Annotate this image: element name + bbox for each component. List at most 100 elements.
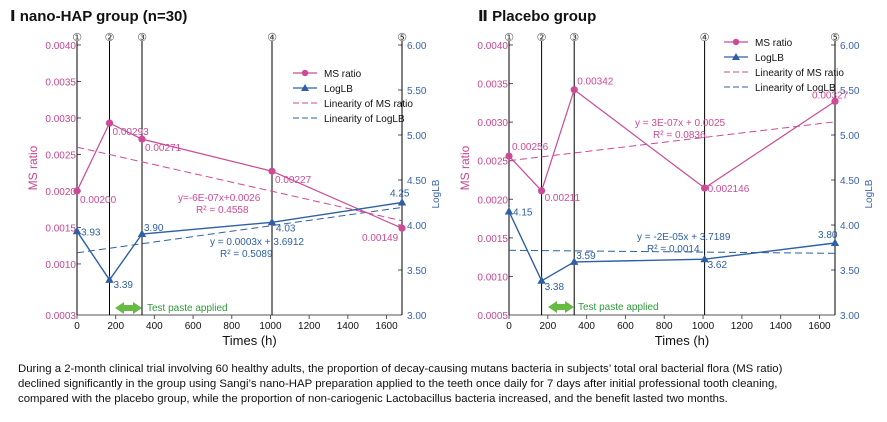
y-tick-label: 0.0015 xyxy=(45,223,76,234)
y-axis-title: MS ratio xyxy=(26,145,40,190)
ms-ratio-point xyxy=(570,86,578,94)
ms-ratio-point xyxy=(73,187,81,195)
timepoint-marker: ② xyxy=(105,32,115,44)
legend-marker-ms xyxy=(301,69,309,77)
caption-line-1: During a 2-month clinical trial involvin… xyxy=(18,363,783,375)
y2-tick-label: 4.00 xyxy=(840,221,860,232)
loglb-point xyxy=(137,229,147,237)
ms-trendline xyxy=(76,146,403,222)
y-tick-label: 0.0003 xyxy=(45,311,76,322)
ms-ratio-label: 0.002146 xyxy=(708,184,750,195)
y2-tick-label: 3.00 xyxy=(840,311,860,322)
chart-panel-1: Ⅰ nano-HAP group (n=30) 0.0003 0.0010 0.001… xyxy=(10,8,442,348)
y-axis-title: MS ratio xyxy=(458,145,472,190)
y-tick-label: 0.0030 xyxy=(45,114,76,125)
loglb-label: 3.93 xyxy=(81,227,101,238)
ms-ratio-point xyxy=(538,187,546,195)
y-tick-label: 0.0025 xyxy=(45,150,76,161)
loglb-label: 3.38 xyxy=(545,282,565,293)
ms-ratio-point xyxy=(505,152,513,160)
caption-line-3: compared with the placebo group, while t… xyxy=(18,393,728,406)
ms-ratio-point xyxy=(398,224,406,232)
loglb-point xyxy=(700,254,709,263)
ms-ratio-label: 0.00211 xyxy=(545,193,581,204)
test-paste-annotation: Test paste applied xyxy=(578,302,659,313)
timepoint-marker: ⑤ xyxy=(397,32,407,44)
loglb-label: 4.25 xyxy=(390,189,410,200)
loglb-label: 3.90 xyxy=(144,223,164,234)
legend-label-ms: MS ratio xyxy=(324,69,362,80)
x-tick-label: 1600 xyxy=(375,321,398,332)
x-tick-label: 600 xyxy=(617,321,634,332)
chart-legend: MS ratio LogLB Linearity of MS ratio Linear… xyxy=(293,69,413,125)
y2-tick-label: 4.50 xyxy=(407,176,427,187)
chart-title-numeral: Ⅱ xyxy=(478,8,492,25)
ms-ratio-point xyxy=(138,135,146,143)
legend-label-lb: LogLB xyxy=(755,53,784,64)
chart-title-text: Placebo group xyxy=(492,8,596,25)
chart-title-numeral: Ⅰ xyxy=(10,8,20,25)
y2-tick-label: 5.00 xyxy=(407,131,427,142)
legend-label-lb-trend: Linearity of LogLB xyxy=(755,83,836,94)
ms-ratio-label: 0.00256 xyxy=(512,142,549,153)
ms-ratio-label: 0.00200 xyxy=(80,195,117,206)
legend-marker-lb xyxy=(301,84,309,91)
y2-tick-label: 5.00 xyxy=(840,131,860,142)
x-tick-label: 1600 xyxy=(808,321,831,332)
y2-axis-title: LogLB xyxy=(431,179,442,208)
lb-trend-equation: y = 0.0003x + 3.6912 xyxy=(210,237,304,248)
loglb-label: 4.15 xyxy=(513,208,533,219)
timepoint-marker: ⑤ xyxy=(830,32,840,44)
y2-tick-label: 4.00 xyxy=(407,221,427,232)
test-paste-arrow xyxy=(115,302,142,314)
caption: During a 2-month clinical trial involvin… xyxy=(18,362,878,408)
timepoint-marker: ③ xyxy=(569,32,579,44)
x-tick-label: 1200 xyxy=(298,321,321,332)
test-paste-annotation: Test paste applied xyxy=(147,303,228,314)
y-tick-label: 0.0010 xyxy=(45,260,76,271)
loglb-point xyxy=(537,276,546,284)
loglb-label: 3.80 xyxy=(818,230,838,241)
y-tick-label: 0.0030 xyxy=(477,118,508,129)
y2-tick-label: 5.50 xyxy=(407,86,427,97)
loglb-point xyxy=(105,275,114,283)
y2-tick-label: 6.00 xyxy=(840,41,860,52)
chart-title: Ⅱ Placebo group xyxy=(478,8,596,25)
x-tick-label: 400 xyxy=(146,321,163,332)
loglb-point xyxy=(397,198,407,206)
timepoint-marker: ① xyxy=(504,32,514,44)
ms-ratio-label: 0.00342 xyxy=(577,77,614,88)
y2-tick-label: 4.50 xyxy=(840,176,860,187)
ms-trend-equation: y = 3E-07x + 0.0025 xyxy=(635,118,726,129)
x-tick-label: 800 xyxy=(656,321,673,332)
y2-tick-label: 3.00 xyxy=(407,311,427,322)
legend-marker-ms xyxy=(732,38,740,46)
y2-axis-title: LogLB xyxy=(864,179,875,208)
ms-ratio-label: 0.00271 xyxy=(145,143,182,154)
legend-marker-lb xyxy=(732,53,740,60)
x-tick-label: 0 xyxy=(74,321,80,332)
chart-panel-2: Ⅱ Placebo group 0.0005 0.0010 0.0015 0.0020 0… xyxy=(458,8,875,348)
x-tick-label: 600 xyxy=(185,321,202,332)
loglb-label: 4.03 xyxy=(276,223,296,234)
ms-trend-equation: y=-6E-07x+0.0026 xyxy=(178,193,261,204)
x-tick-label: 200 xyxy=(107,321,124,332)
y-tick-label: 0.0025 xyxy=(477,157,508,168)
loglb-point xyxy=(504,207,514,215)
lb-trend-r2: R² = 0.5089 xyxy=(220,249,273,260)
legend-label-ms: MS ratio xyxy=(755,38,793,49)
y2-tick-label: 3.50 xyxy=(840,266,860,277)
ms-ratio-label: 0.00327 xyxy=(812,90,849,101)
loglb-point xyxy=(72,226,82,235)
x-tick-label: 0 xyxy=(506,321,512,332)
x-tick-label: 800 xyxy=(223,321,240,332)
x-tick-label: 1400 xyxy=(770,321,793,332)
lb-trend-equation: y = -2E-05x + 3.7189 xyxy=(637,232,731,243)
legend-label-ms-trend: Linearity of MS ratio xyxy=(755,68,844,79)
x-tick-label: 1000 xyxy=(692,321,715,332)
test-paste-arrow xyxy=(548,301,574,313)
ms-ratio-point xyxy=(701,184,709,192)
y2-tick-label: 3.50 xyxy=(407,266,427,277)
loglb-point xyxy=(267,217,277,226)
y-tick-label: 0.0020 xyxy=(477,195,508,206)
